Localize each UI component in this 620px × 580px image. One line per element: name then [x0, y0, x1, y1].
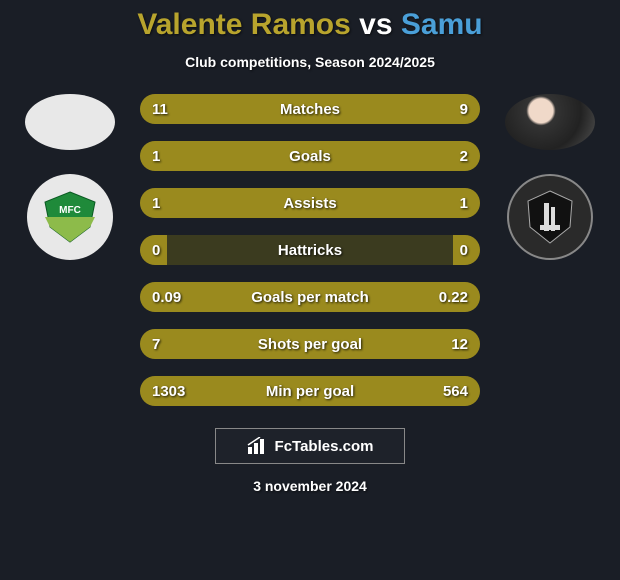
watermark-text: FcTables.com: [275, 438, 374, 455]
player1-avatar: [25, 94, 115, 150]
subtitle: Club competitions, Season 2024/2025: [185, 54, 435, 70]
stat-label: Shots per goal: [140, 329, 480, 359]
date: 3 november 2024: [253, 478, 367, 494]
comparison-card: Valente Ramos vs Samu Club competitions,…: [0, 0, 620, 580]
stat-bar: 712Shots per goal: [140, 329, 480, 359]
chart-icon: [247, 437, 269, 455]
player2-name: Samu: [401, 8, 483, 41]
stat-bar: 119Matches: [140, 94, 480, 124]
left-column: MFC: [10, 94, 130, 260]
watermark-box: FcTables.com: [215, 428, 405, 464]
stat-label: Matches: [140, 94, 480, 124]
stat-label: Hattricks: [140, 235, 480, 265]
svg-text:MFC: MFC: [59, 205, 81, 216]
shield-icon: MFC: [35, 187, 105, 247]
right-column: [490, 94, 610, 260]
vs-text: vs: [359, 8, 392, 41]
player1-club-badge: MFC: [27, 174, 113, 260]
stat-label: Goals per match: [140, 282, 480, 312]
stat-bar: 1303564Min per goal: [140, 376, 480, 406]
stat-bars: 119Matches 12Goals 11Assists 00Hattricks 0.0…: [130, 94, 490, 406]
stat-bar: 0.090.22Goals per match: [140, 282, 480, 312]
stat-label: Assists: [140, 188, 480, 218]
stat-label: Min per goal: [140, 376, 480, 406]
stat-label: Goals: [140, 141, 480, 171]
player2-avatar: [505, 94, 595, 150]
player2-club-badge: [507, 174, 593, 260]
main-row: MFC 119Matches 12Goals 11Assists 00Hattrick…: [0, 94, 620, 406]
stat-bar: 12Goals: [140, 141, 480, 171]
player1-name: Valente Ramos: [137, 8, 350, 41]
stat-bar: 00Hattricks: [140, 235, 480, 265]
crest-icon: [520, 187, 580, 247]
title: Valente Ramos vs Samu: [137, 8, 482, 42]
stat-bar: 11Assists: [140, 188, 480, 218]
